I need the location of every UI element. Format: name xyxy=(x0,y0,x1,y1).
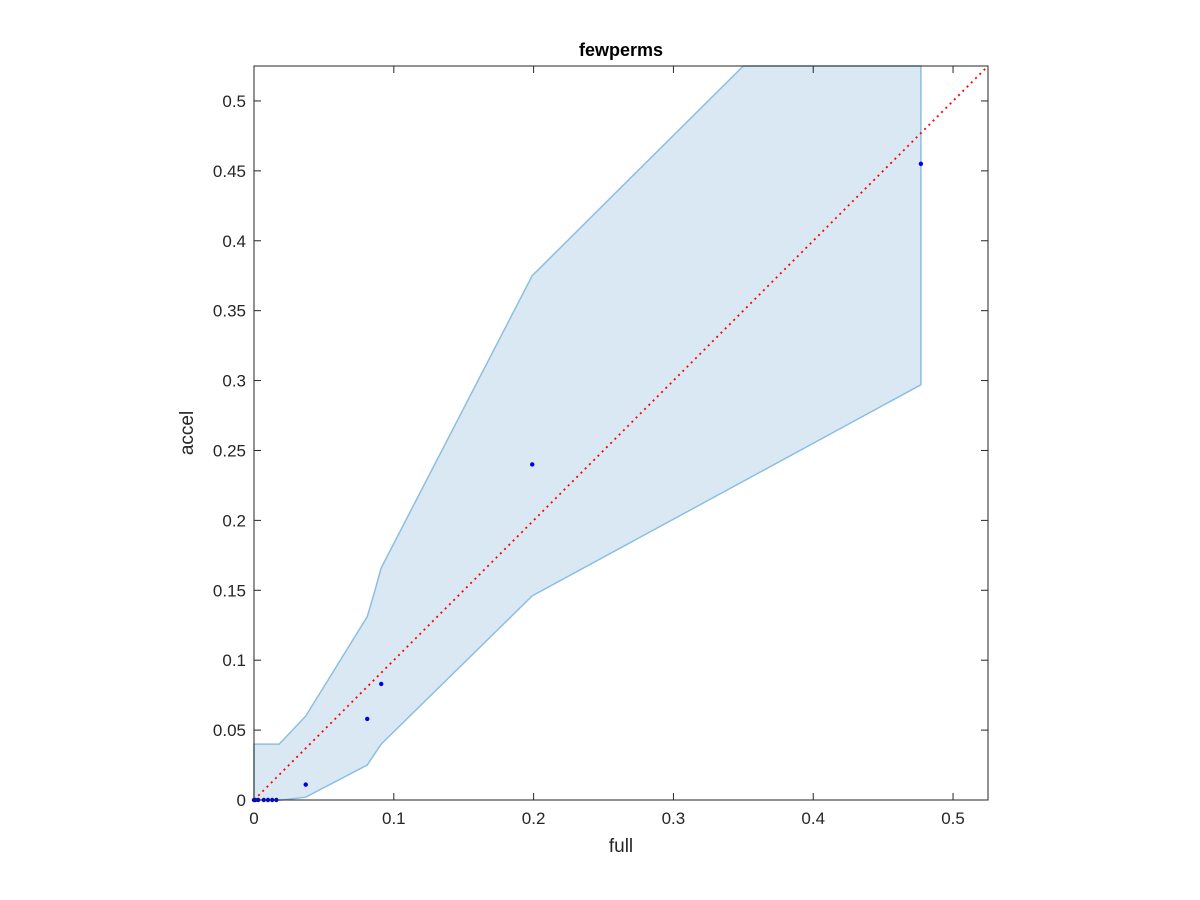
confidence-band-layer xyxy=(253,65,922,801)
x-tick-label: 0.2 xyxy=(522,809,546,828)
y-tick-label: 0.25 xyxy=(213,441,246,460)
y-tick-label: 0.1 xyxy=(222,651,246,670)
data-points-layer xyxy=(251,161,924,803)
chart-title: fewperms xyxy=(579,40,663,60)
y-tick-label: 0.3 xyxy=(222,372,246,391)
x-tick-label: 0.4 xyxy=(801,809,825,828)
data-point xyxy=(918,161,924,167)
y-tick-label: 0 xyxy=(237,791,246,810)
x-axis-label: full xyxy=(609,836,633,857)
reference-line-layer xyxy=(253,65,989,801)
data-point xyxy=(303,782,308,787)
y-tick-label: 0.2 xyxy=(222,511,246,530)
reference-diagonal-line xyxy=(253,65,989,801)
y-tick-label: 0.05 xyxy=(213,721,246,740)
y-tick-label: 0.15 xyxy=(213,581,246,600)
y-tick-label: 0.4 xyxy=(222,232,246,251)
x-tick-label: 0.1 xyxy=(382,809,406,828)
data-point xyxy=(530,462,535,467)
ticks-layer: 0 0.1 0.2 0.3 0.4 0.5 0 0.05 0.1 0.15 0.2 0.25 0.3 0.… xyxy=(213,66,988,828)
confidence-band xyxy=(253,65,922,801)
x-tick-label: 0 xyxy=(249,809,258,828)
data-point xyxy=(379,681,384,687)
data-point xyxy=(365,716,370,722)
x-tick-label: 0.3 xyxy=(662,809,686,828)
y-tick-label: 0.5 xyxy=(222,92,246,111)
x-tick-label: 0.5 xyxy=(941,809,965,828)
plot-frame xyxy=(253,65,989,801)
y-axis-label: accel xyxy=(177,411,198,455)
y-tick-label: 0.35 xyxy=(213,302,246,321)
y-tick-label: 0.45 xyxy=(213,162,246,181)
